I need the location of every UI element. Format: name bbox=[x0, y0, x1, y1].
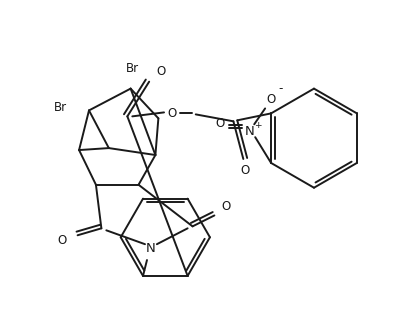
Text: N: N bbox=[244, 125, 254, 138]
Text: O: O bbox=[167, 107, 176, 120]
Text: -: - bbox=[279, 82, 283, 95]
Text: O: O bbox=[215, 117, 224, 130]
Text: O: O bbox=[266, 93, 276, 106]
Text: +: + bbox=[254, 121, 262, 130]
Text: O: O bbox=[222, 200, 231, 213]
Text: O: O bbox=[156, 65, 166, 78]
Text: N: N bbox=[146, 242, 156, 255]
Text: Br: Br bbox=[126, 62, 139, 75]
Text: O: O bbox=[57, 234, 66, 247]
Text: O: O bbox=[241, 164, 250, 177]
Text: Br: Br bbox=[54, 101, 67, 114]
